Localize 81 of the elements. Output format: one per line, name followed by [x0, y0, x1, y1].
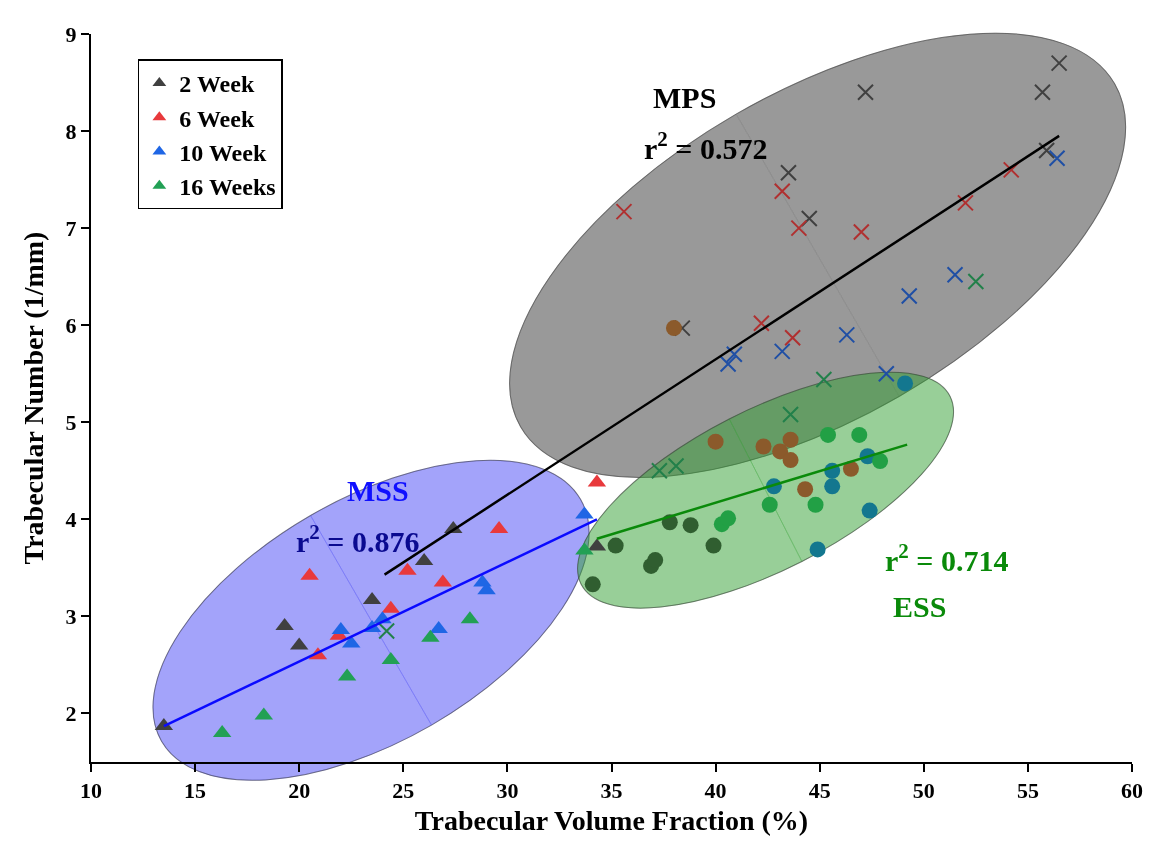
x-tick-label: 60 — [1121, 778, 1143, 804]
annotation: r$^{2}$ = 0.714 — [885, 539, 1009, 577]
point — [584, 576, 601, 593]
y-tick-label: 6 — [65, 312, 77, 338]
point — [1050, 54, 1068, 72]
point — [667, 457, 685, 475]
point — [719, 355, 737, 373]
point — [779, 164, 797, 182]
point — [782, 452, 799, 469]
legend-label: 10 Week — [179, 139, 267, 166]
y-tick-label: 2 — [65, 701, 77, 727]
point — [820, 426, 837, 443]
point — [782, 406, 800, 423]
point — [809, 541, 826, 558]
legend-label: 16 Weeks — [179, 174, 276, 201]
point — [897, 375, 914, 392]
legend-label: 6 Week — [179, 105, 255, 132]
point — [852, 223, 870, 241]
point — [650, 462, 668, 480]
x-tick-label: 25 — [392, 778, 415, 804]
point — [1048, 149, 1066, 167]
point — [782, 431, 799, 448]
point — [851, 426, 868, 443]
x-tick-label: 30 — [496, 778, 519, 804]
x-tick-label: 35 — [600, 778, 623, 804]
point — [956, 194, 974, 212]
point — [705, 537, 722, 554]
point — [725, 345, 743, 363]
point — [647, 552, 664, 569]
x-axis-title: Trabecular Volume Fraction (%) — [414, 805, 809, 836]
y-tick-label: 5 — [65, 409, 77, 435]
y-tick-label: 9 — [65, 21, 77, 47]
y-tick-label: 8 — [65, 118, 77, 144]
point — [1038, 141, 1056, 159]
point — [838, 326, 856, 344]
point — [842, 460, 859, 477]
point — [967, 273, 985, 291]
x-tick-label: 50 — [912, 778, 935, 804]
point — [1002, 161, 1020, 179]
x-tick-label: 15 — [184, 778, 207, 804]
point — [877, 365, 895, 383]
x-tick-label: 10 — [80, 778, 102, 804]
annotation: ESS — [893, 590, 947, 623]
point — [815, 371, 833, 389]
point — [752, 314, 770, 332]
point — [824, 478, 841, 495]
legend-label: 2 Week — [179, 71, 255, 98]
point — [872, 453, 889, 470]
annotation: MSS — [347, 474, 409, 507]
point — [772, 443, 789, 460]
y-tick-label: 4 — [65, 507, 77, 533]
point — [665, 320, 682, 337]
x-tick-label: 40 — [704, 778, 727, 804]
point — [790, 219, 808, 237]
annotation: MPS — [653, 81, 717, 114]
point — [761, 496, 778, 513]
point — [755, 438, 772, 455]
point — [615, 203, 633, 221]
point — [682, 517, 699, 534]
point — [946, 266, 964, 284]
point — [784, 329, 802, 347]
point — [378, 622, 396, 640]
point — [1033, 83, 1051, 101]
point — [900, 287, 918, 305]
point — [800, 209, 818, 227]
point — [857, 83, 874, 101]
point — [773, 182, 791, 200]
point — [797, 481, 814, 498]
point — [861, 502, 878, 519]
point — [807, 496, 824, 513]
annotation: r$^{2}$ = 0.876 — [296, 520, 420, 558]
x-tick-label: 55 — [1016, 778, 1039, 804]
x-tick-label: 20 — [288, 778, 311, 804]
y-tick-label: 7 — [65, 215, 77, 241]
point — [720, 510, 737, 527]
point — [773, 342, 791, 360]
point — [607, 537, 624, 554]
x-tick-label: 45 — [808, 778, 831, 804]
y-axis-title: Trabecular Number (1/mm) — [17, 231, 49, 565]
point — [707, 433, 724, 450]
y-tick-label: 3 — [65, 604, 77, 630]
